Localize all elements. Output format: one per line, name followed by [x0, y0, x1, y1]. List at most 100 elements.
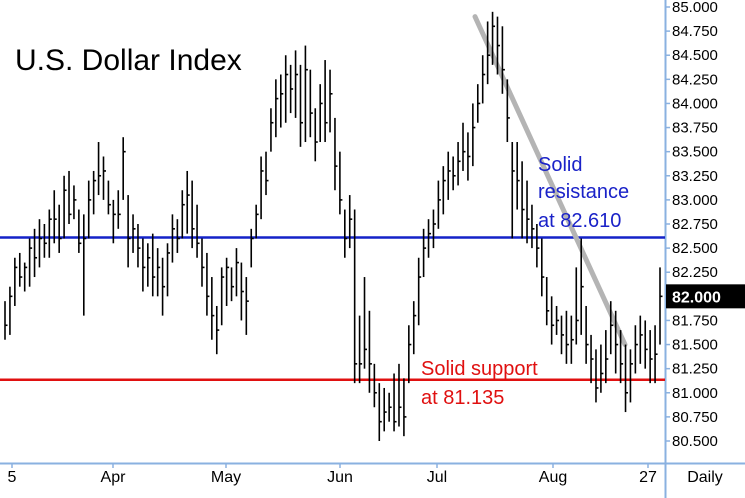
price-bar — [481, 55, 486, 104]
price-bar — [211, 277, 215, 340]
price-bar — [235, 248, 239, 297]
price-bar — [565, 310, 569, 364]
price-bar — [501, 26, 505, 94]
resistance-label-line2: resistance — [538, 181, 629, 203]
price-bar — [191, 180, 195, 249]
price-bar — [388, 392, 392, 422]
price-bar — [68, 170, 72, 224]
price-bar — [127, 195, 131, 268]
price-bar — [324, 60, 328, 143]
y-tick-label: 82.250 — [672, 264, 718, 281]
price-bar — [107, 180, 111, 215]
price-bar — [38, 219, 42, 268]
x-axis: 5 Apr May Jun Jul Aug 27 Daily — [8, 463, 723, 486]
y-tick-label: 84.500 — [672, 47, 718, 64]
y-tick-label: 84.000 — [672, 95, 718, 112]
price-bar — [176, 219, 180, 253]
price-bar — [63, 175, 67, 239]
x-tick-label: Jul — [427, 469, 447, 486]
price-bar — [289, 64, 294, 114]
price-bar — [560, 315, 565, 355]
x-tick-label: Aug — [539, 469, 567, 486]
price-bar — [82, 214, 87, 316]
price-bar — [339, 151, 343, 215]
price-bar — [600, 344, 604, 393]
price-bar — [4, 301, 8, 340]
price-bar — [132, 214, 136, 253]
price-bar — [220, 267, 225, 326]
y-tick-label: 81.750 — [672, 312, 718, 329]
price-bar — [206, 252, 210, 316]
price-bar — [181, 190, 185, 239]
price-bar — [649, 330, 653, 384]
price-bar — [476, 84, 481, 123]
price-bar — [186, 170, 190, 234]
price-bar — [472, 103, 476, 167]
price-bar — [43, 224, 47, 258]
price-bar — [398, 363, 402, 427]
price-bar — [417, 257, 422, 326]
x-tick-label: Apr — [101, 469, 127, 486]
price-bar — [585, 305, 589, 364]
support-label-line2: at 81.135 — [421, 387, 504, 409]
price-bar — [605, 330, 609, 384]
price-bar — [117, 190, 121, 229]
chart-title: U.S. Dollar Index — [15, 44, 242, 77]
y-tick-label: 83.750 — [672, 120, 718, 137]
price-bar — [452, 156, 456, 191]
price-bar — [14, 257, 18, 306]
price-bar — [18, 252, 23, 287]
price-bar — [403, 378, 407, 437]
price-bar — [33, 228, 38, 278]
price-bar — [166, 243, 171, 297]
price-bar — [215, 305, 220, 355]
price-bar — [442, 166, 446, 215]
resistance-label-line1: Solid — [538, 154, 582, 176]
price-bar — [112, 199, 116, 244]
price-bar — [279, 74, 284, 128]
price-bar — [329, 69, 333, 133]
y-tick-label: 81.500 — [672, 337, 718, 354]
price-bar — [580, 238, 584, 335]
price-bar — [53, 190, 57, 244]
price-bar — [378, 383, 382, 441]
price-bar — [299, 64, 303, 147]
price-bar — [171, 214, 175, 263]
price-bar — [545, 277, 550, 326]
price-bar — [408, 325, 412, 384]
x-tick-label: 5 — [8, 469, 17, 486]
price-bar — [590, 334, 594, 384]
price-bar — [265, 151, 269, 196]
y-tick-label: 82.500 — [672, 240, 718, 257]
price-bar — [284, 55, 289, 123]
price-bar — [368, 310, 372, 393]
price-bar — [536, 224, 540, 268]
last-price-badge — [666, 284, 745, 309]
y-tick-label: 84.750 — [672, 23, 718, 40]
price-bar — [644, 320, 648, 369]
price-bar — [156, 248, 161, 297]
y-tick-label: 83.500 — [672, 144, 718, 161]
price-bar — [87, 180, 92, 239]
price-bar — [48, 209, 52, 258]
y-tick-label: 85.000 — [672, 0, 718, 16]
price-bar — [462, 122, 466, 171]
price-bar — [526, 180, 530, 244]
price-bar — [275, 79, 279, 138]
price-bar — [634, 325, 638, 374]
price-bar — [447, 151, 451, 200]
trend-line — [472, 14, 628, 348]
price-bar — [28, 238, 33, 287]
price-bar — [614, 310, 619, 374]
price-bar — [294, 50, 299, 118]
price-bar — [250, 228, 254, 268]
price-bar — [393, 373, 397, 432]
y-tick-label: 80.750 — [672, 409, 718, 426]
price-bar — [619, 330, 624, 384]
y-tick-label: 84.250 — [672, 71, 718, 88]
price-bar — [555, 305, 560, 335]
price-bar — [654, 325, 658, 384]
price-bar — [437, 180, 441, 229]
y-tick-label: 82.750 — [672, 216, 718, 233]
